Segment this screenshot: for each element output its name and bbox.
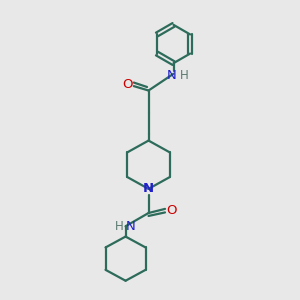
Text: H: H [115, 220, 124, 233]
Text: N: N [167, 69, 177, 82]
Text: O: O [122, 77, 133, 91]
Text: N: N [126, 220, 136, 233]
Text: N: N [143, 182, 154, 195]
Text: H: H [179, 69, 188, 82]
Text: O: O [166, 204, 177, 217]
